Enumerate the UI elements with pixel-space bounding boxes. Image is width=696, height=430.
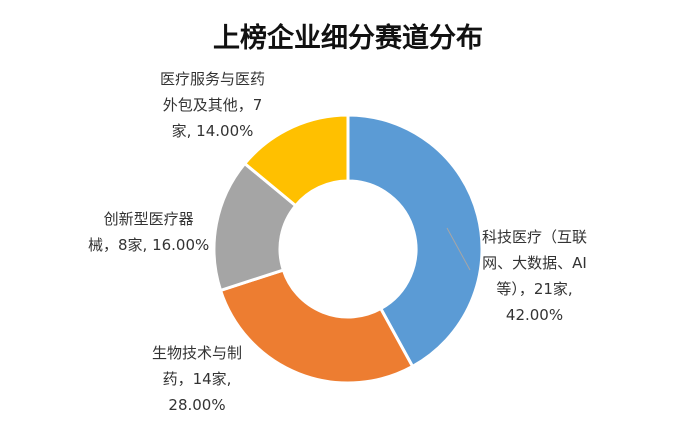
- data-label-biotech-pharma: 生物技术与制 药，14家, 28.00%: [152, 344, 243, 414]
- chart-title: 上榜企业细分赛道分布: [213, 23, 483, 54]
- data-label-medical-devices: 创新型医疗器 械，8家, 16.00%: [88, 210, 210, 254]
- leader-line: [446, 227, 471, 271]
- data-label-medical-services: 医疗服务与医药 外包及其他，7 家, 14.00%: [160, 70, 266, 140]
- slice-biotech-pharma: [218, 268, 415, 385]
- data-label-tech-medical: 科技医疗（互联 网、大数据、AI 等），21家, 42.00%: [482, 228, 588, 324]
- slice-medical-services: [242, 113, 350, 208]
- slice-tech-medical: [346, 113, 484, 369]
